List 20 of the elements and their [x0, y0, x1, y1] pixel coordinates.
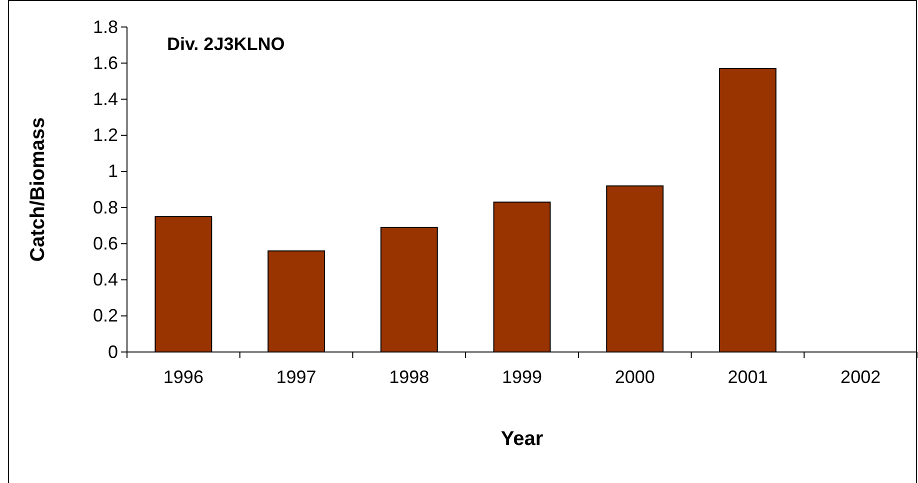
y-tick-label: 1.2	[92, 125, 118, 146]
y-tick-label: 1.4	[92, 88, 118, 109]
y-tick-label: 0.8	[92, 197, 118, 218]
x-tick-label: 1997	[276, 366, 316, 387]
x-tick-label: 2000	[614, 366, 655, 387]
y-tick-label: 0.2	[92, 306, 118, 326]
chart-title: Div. 2J3KLNO	[167, 34, 285, 54]
y-tick-label: 0.6	[92, 233, 118, 254]
y-tick-label: 1	[108, 161, 118, 182]
x-tick-label: 1998	[389, 366, 430, 387]
x-tick-label: 1999	[502, 366, 542, 387]
y-axis-title: Catch/Biomass	[27, 117, 49, 262]
y-tick-label: 1.6	[92, 52, 118, 73]
x-tick-label: 2001	[728, 366, 768, 387]
x-tick-label: 1996	[163, 366, 204, 387]
y-tick-label: 0	[108, 342, 118, 362]
y-tick-label: 0.4	[92, 270, 118, 290]
x-tick-label: 2002	[840, 366, 881, 387]
x-axis-title: Year	[500, 428, 544, 450]
y-tick-label: 1.8	[92, 16, 118, 37]
